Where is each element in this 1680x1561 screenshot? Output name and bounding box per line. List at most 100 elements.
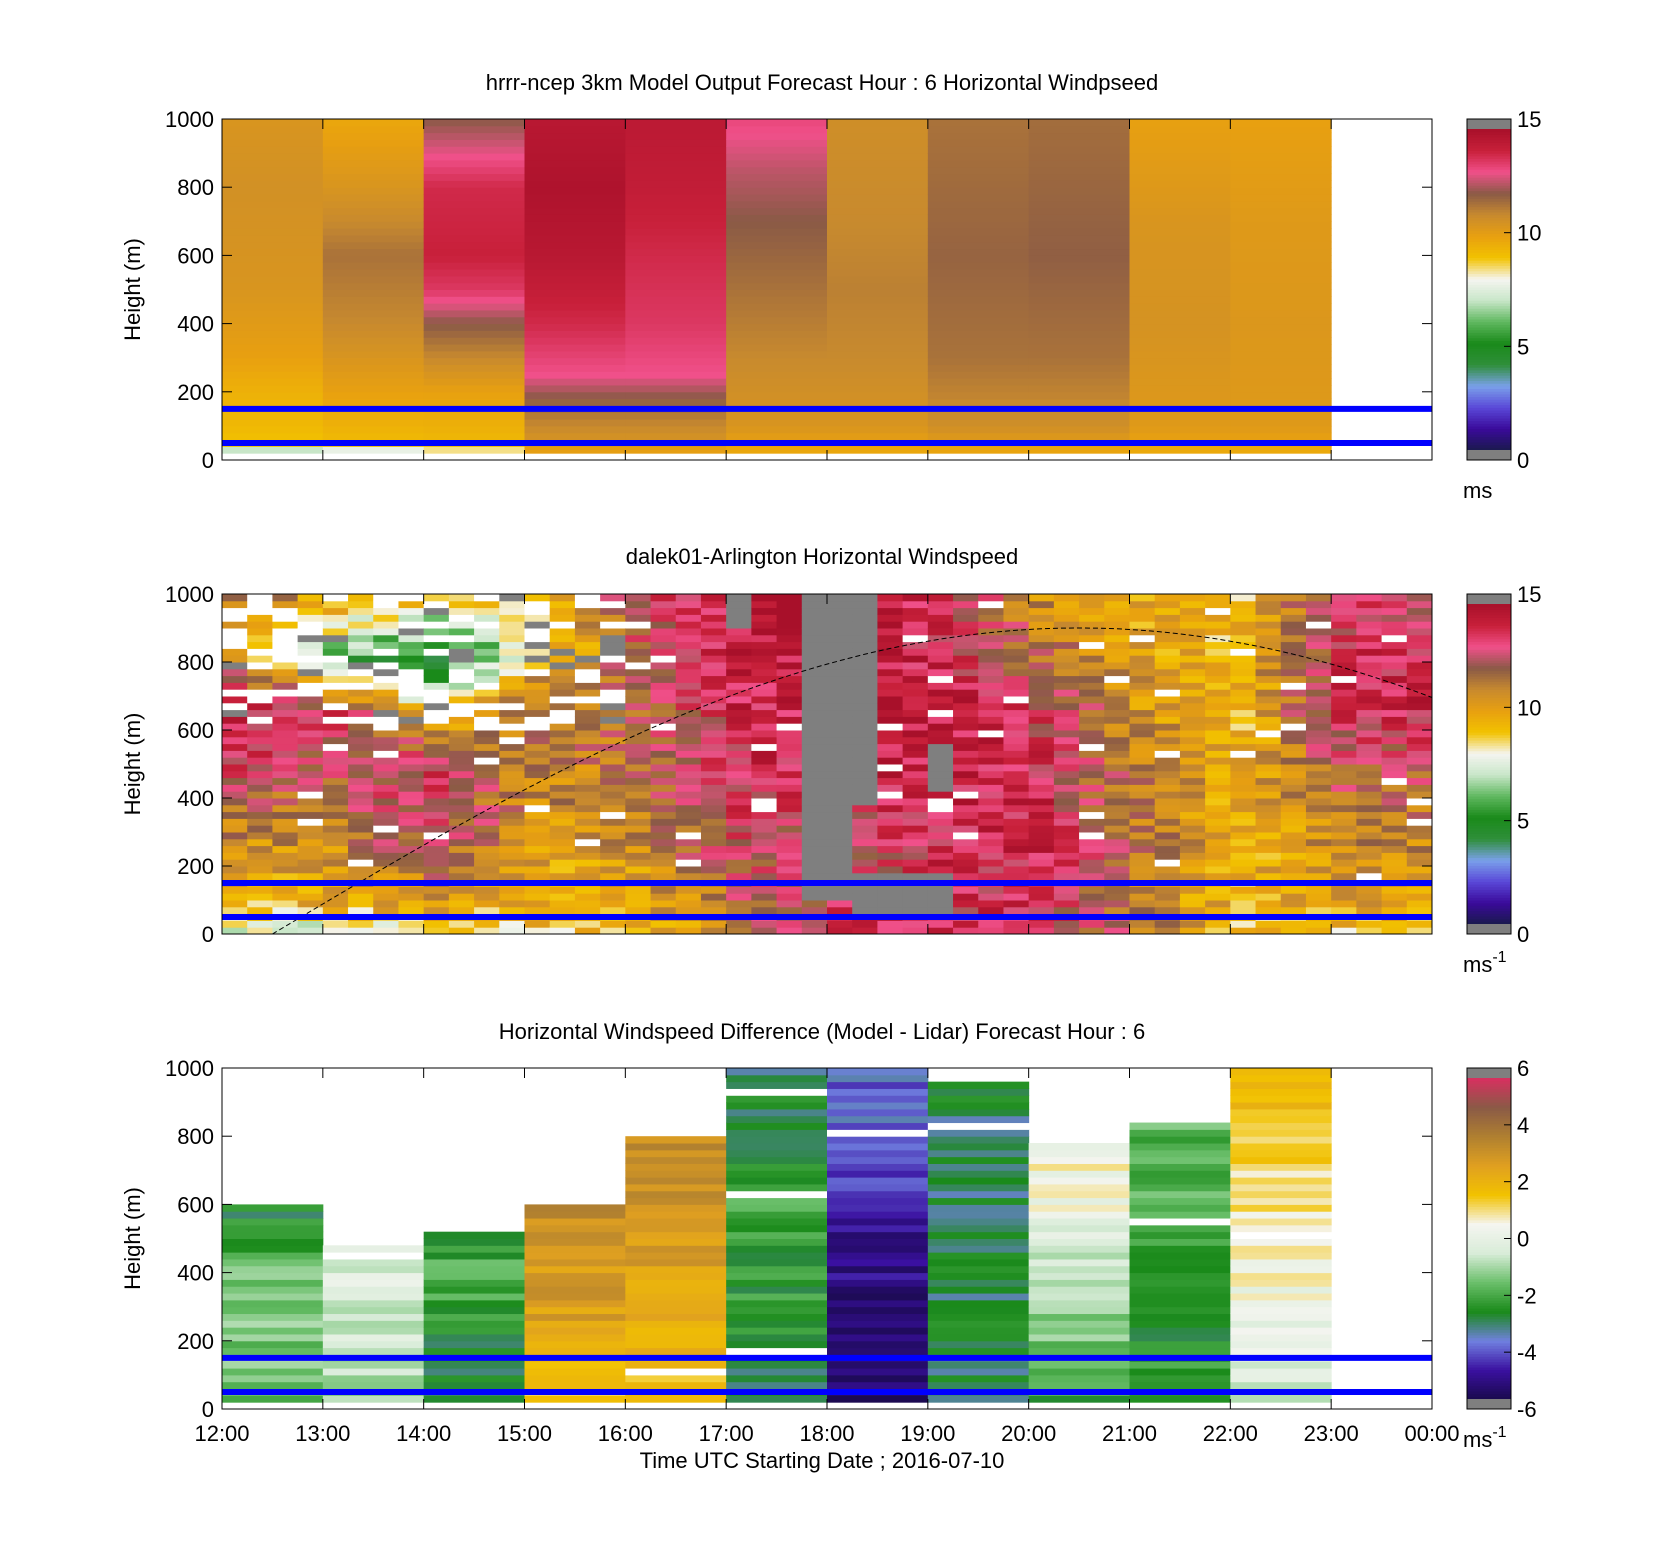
data-cell	[474, 832, 500, 840]
data-cell	[373, 730, 399, 738]
data-cell	[1003, 689, 1030, 697]
colorbar-swatch	[1467, 740, 1511, 744]
data-cell	[322, 1286, 425, 1294]
colorbar-swatch	[1467, 900, 1511, 904]
data-cell	[726, 811, 752, 819]
colorbar-swatch	[1467, 662, 1511, 666]
data-cell	[852, 804, 878, 813]
data-cell	[524, 432, 626, 441]
data-cell	[1079, 702, 1105, 711]
data-cell	[1129, 1156, 1231, 1164]
data-cell	[827, 187, 929, 195]
data-cell	[1028, 1183, 1130, 1192]
data-cell	[1179, 648, 1206, 656]
data-cell	[222, 1279, 324, 1287]
data-cell	[524, 811, 551, 819]
colorbar-swatch	[1467, 174, 1511, 178]
data-cell	[1205, 641, 1231, 649]
data-cell	[1255, 594, 1282, 602]
data-cell	[272, 668, 299, 677]
data-cell	[423, 1231, 525, 1239]
data-cell	[247, 811, 273, 819]
data-cell	[574, 838, 601, 847]
data-cell	[398, 770, 425, 779]
data-cell	[499, 845, 525, 853]
data-cell	[474, 648, 500, 656]
data-cell	[801, 770, 828, 779]
data-cell	[827, 234, 929, 243]
data-cell	[726, 214, 828, 222]
data-cell	[827, 303, 929, 311]
data-cell	[1331, 621, 1357, 629]
data-cell	[1230, 757, 1257, 765]
data-cell	[675, 886, 702, 894]
data-cell	[398, 852, 425, 860]
data-cell	[1280, 927, 1307, 935]
data-cell	[222, 412, 324, 420]
data-cell	[852, 818, 878, 826]
data-cell	[423, 750, 450, 758]
data-cell	[978, 764, 1004, 772]
data-cell	[1028, 1190, 1130, 1199]
data-cell	[902, 709, 929, 717]
data-cell	[1079, 791, 1105, 799]
data-cell	[600, 838, 626, 847]
data-cell	[1381, 906, 1408, 915]
data-cell	[1154, 825, 1181, 833]
data-cell	[1129, 859, 1156, 867]
y-tick-label: 400	[177, 1261, 214, 1286]
data-cell	[222, 1299, 324, 1308]
data-cell	[499, 614, 525, 622]
data-cell	[1003, 900, 1030, 908]
colorbar-swatch	[1467, 1235, 1511, 1240]
data-cell	[1356, 730, 1383, 738]
data-cell	[1356, 600, 1383, 609]
data-cell	[348, 675, 374, 683]
data-cell	[1179, 689, 1206, 697]
data-cell	[1129, 262, 1231, 270]
data-cell	[1356, 662, 1383, 670]
data-cell	[1129, 1272, 1231, 1280]
data-cell	[776, 716, 803, 724]
data-cell	[1104, 832, 1130, 840]
data-cell	[297, 920, 324, 928]
data-cell	[448, 791, 475, 799]
data-cell	[322, 1306, 425, 1315]
data-cell	[1079, 852, 1105, 860]
data-cell	[1079, 770, 1105, 779]
data-cell	[650, 893, 677, 901]
colorbar-swatch	[1467, 724, 1511, 728]
data-cell	[524, 832, 551, 840]
data-cell	[751, 764, 778, 772]
colorbar-swatch	[1467, 1388, 1511, 1392]
data-cell	[700, 920, 727, 928]
data-cell	[1003, 709, 1030, 717]
data-cell	[499, 743, 525, 751]
data-cell	[1179, 866, 1206, 874]
data-cell	[222, 927, 248, 935]
data-cell	[423, 1368, 525, 1376]
colorbar-swatch	[1467, 830, 1511, 834]
data-cell	[1028, 234, 1130, 243]
data-cell	[927, 384, 1030, 393]
data-cell	[625, 316, 727, 325]
data-cell	[549, 607, 576, 615]
colorbar-swatch	[1467, 1158, 1511, 1162]
colorbar-swatch	[1467, 1168, 1511, 1173]
data-cell	[650, 682, 677, 690]
data-cell	[524, 398, 626, 406]
data-cell	[1053, 811, 1080, 819]
data-cell	[322, 1279, 425, 1287]
data-cell	[1230, 777, 1257, 785]
data-cell	[348, 777, 374, 785]
data-cell	[650, 764, 677, 772]
data-cell	[524, 425, 626, 434]
data-cell	[1356, 818, 1383, 826]
data-cell	[1129, 872, 1156, 881]
data-cell	[322, 323, 425, 331]
data-cell	[700, 594, 727, 602]
data-cell	[902, 621, 929, 629]
colorbar-swatch	[1467, 836, 1511, 840]
data-cell	[1129, 248, 1231, 256]
data-cell	[1104, 743, 1130, 751]
